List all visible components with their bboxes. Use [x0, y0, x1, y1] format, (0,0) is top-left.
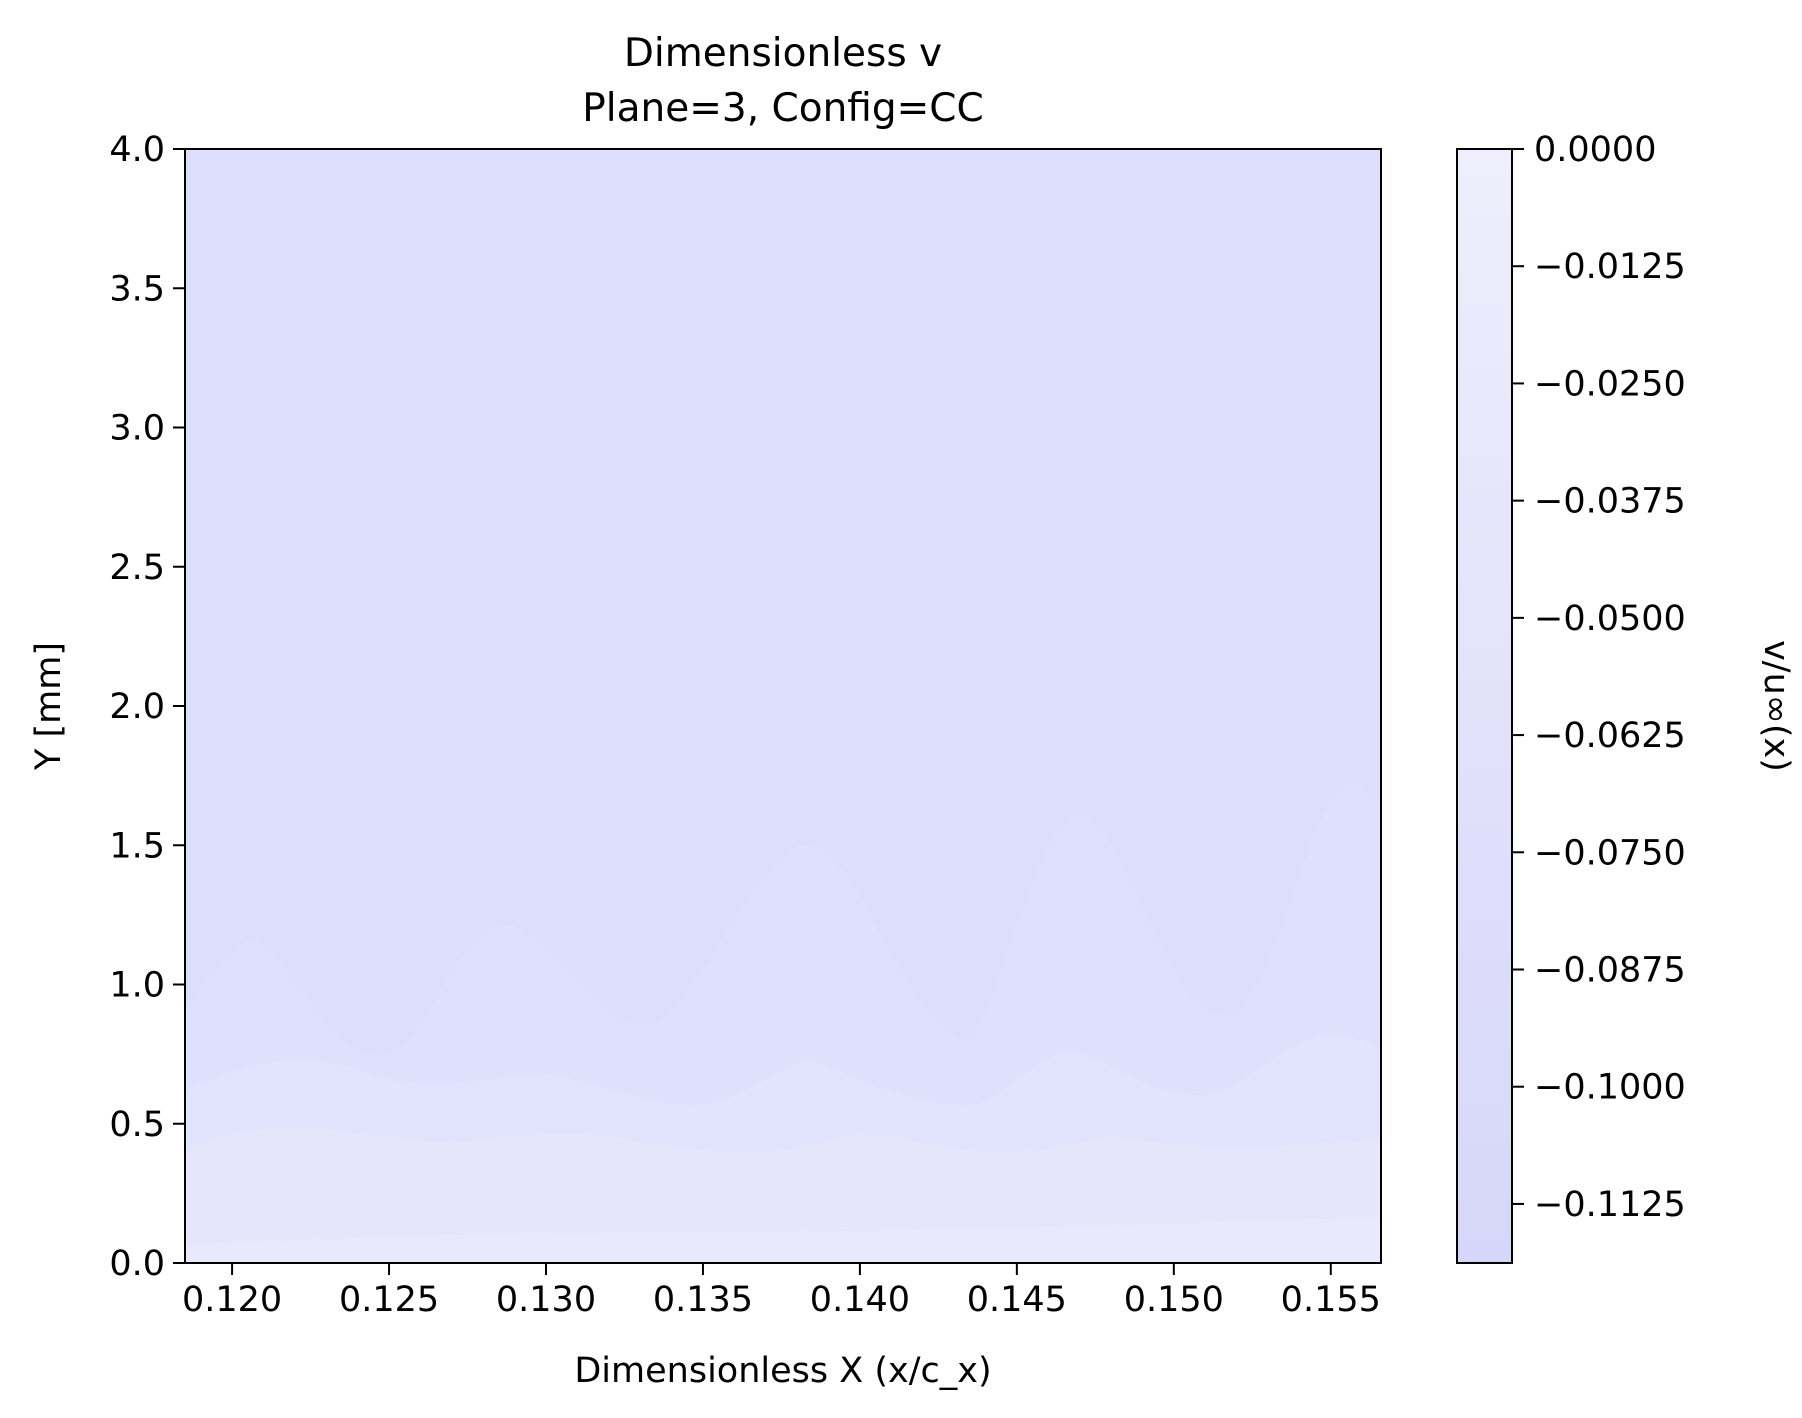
x-tick-label: 0.125: [339, 1280, 439, 1320]
colorbar-tick-label: −0.1125: [1534, 1185, 1686, 1225]
y-axis-label: Y [mm]: [29, 642, 69, 771]
y-tick-label: 2.5: [109, 548, 165, 588]
colorbar-axis: 0.0000 −0.0125 −0.0250 −0.0375 −0.0500 −0.062…: [1512, 130, 1686, 1225]
colorbar-tick-label: −0.0750: [1534, 833, 1686, 873]
colorbar-tick-label: −0.0500: [1534, 599, 1686, 639]
chart-title: Dimensionless v: [624, 31, 942, 76]
chart-subtitle: Plane=3, Config=CC: [582, 86, 984, 131]
y-axis: 0.0 0.5 1.0 1.5 2.0 2.5 3.0 3.5 4.0: [109, 130, 185, 1284]
x-tick-label: 0.155: [1281, 1280, 1381, 1320]
x-axis: 0.120 0.125 0.130 0.135 0.140 0.145 0.150 0.155: [182, 1263, 1381, 1320]
y-tick-label: 2.0: [109, 687, 165, 727]
x-axis-label: Dimensionless X (x/c_x): [574, 1351, 991, 1391]
y-tick-label: 3.5: [109, 269, 165, 309]
contour-band-4: [185, 1218, 1381, 1263]
y-tick-label: 0.0: [109, 1244, 165, 1284]
colorbar-tick-label: 0.0000: [1534, 130, 1656, 170]
x-tick-label: 0.145: [967, 1280, 1067, 1320]
contour-field: [185, 149, 1381, 1263]
colorbar-tick-label: −0.1000: [1534, 1068, 1686, 1108]
x-tick-label: 0.150: [1124, 1280, 1224, 1320]
y-tick-label: 1.0: [109, 966, 165, 1006]
colorbar: [1456, 148, 1513, 1264]
colorbar-tick-label: −0.0250: [1534, 364, 1686, 404]
y-tick-label: 1.5: [109, 826, 165, 866]
x-tick-label: 0.130: [496, 1280, 596, 1320]
y-tick-label: 4.0: [109, 130, 165, 170]
x-tick-label: 0.140: [810, 1280, 910, 1320]
colorbar-label: v/u∞(x): [1756, 640, 1796, 772]
x-tick-label: 0.135: [653, 1280, 753, 1320]
y-tick-label: 0.5: [109, 1105, 165, 1145]
colorbar-tick-label: −0.0125: [1534, 247, 1686, 287]
colorbar-tick-label: −0.0875: [1534, 950, 1686, 990]
colorbar-tick-label: −0.0625: [1534, 716, 1686, 756]
x-tick-label: 0.120: [182, 1280, 282, 1320]
y-tick-label: 3.0: [109, 409, 165, 449]
colorbar-tick-label: −0.0375: [1534, 482, 1686, 522]
